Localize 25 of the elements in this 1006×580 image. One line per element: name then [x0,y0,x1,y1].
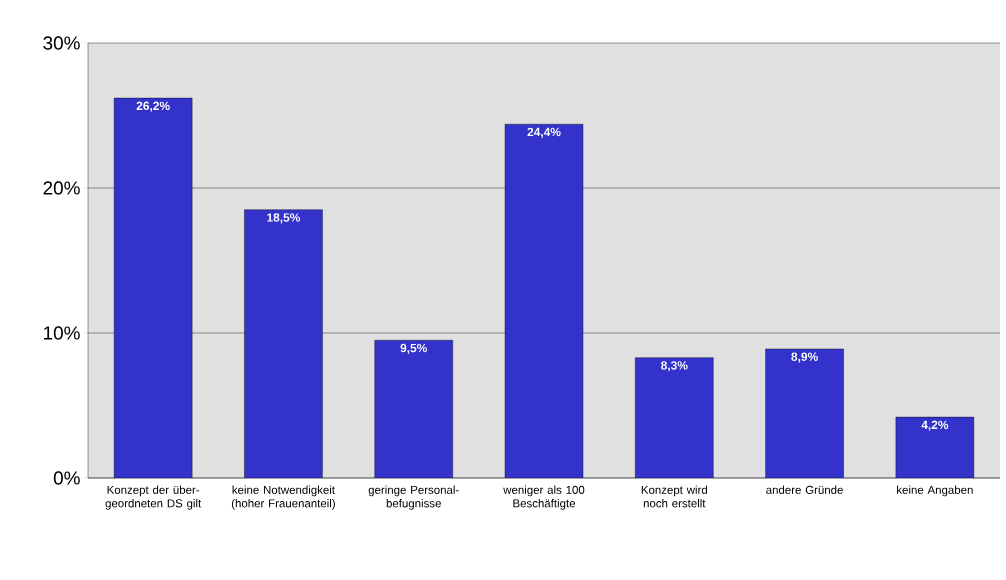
y-tick-label: 30% [43,36,80,50]
bar [895,416,975,478]
data-label: 4,2% [921,420,949,431]
data-label: 8,9% [791,352,818,363]
x-tick-label: geringe Personal-befugnisse [368,485,459,510]
x-tick-label: weniger als 100 Beschäftigte [503,485,585,510]
bar [374,340,453,478]
bar [635,357,714,478]
x-tick-label: keine Notwendigkeit (hoher Frauenanteil) [231,485,335,510]
bar [113,97,193,478]
data-label: 8,3% [661,361,688,372]
x-tick-label: andere Gründe [766,485,843,494]
bar [765,348,844,478]
x-tick-label: Konzept wird noch erstellt [641,485,707,508]
data-label: 26,2% [136,101,170,112]
y-tick-label: 10% [44,326,80,340]
y-tick-label: 0% [53,471,80,485]
data-label: 18,5% [267,213,301,224]
bar [244,209,323,478]
y-tick-label: 20% [43,181,80,195]
bar [504,124,584,478]
data-label: 9,5% [400,343,428,354]
data-label: 24,4% [527,127,561,138]
x-tick-label: keine Angaben [897,485,973,497]
x-tick-label: Konzept der über-geordneten DS gilt [105,485,202,510]
